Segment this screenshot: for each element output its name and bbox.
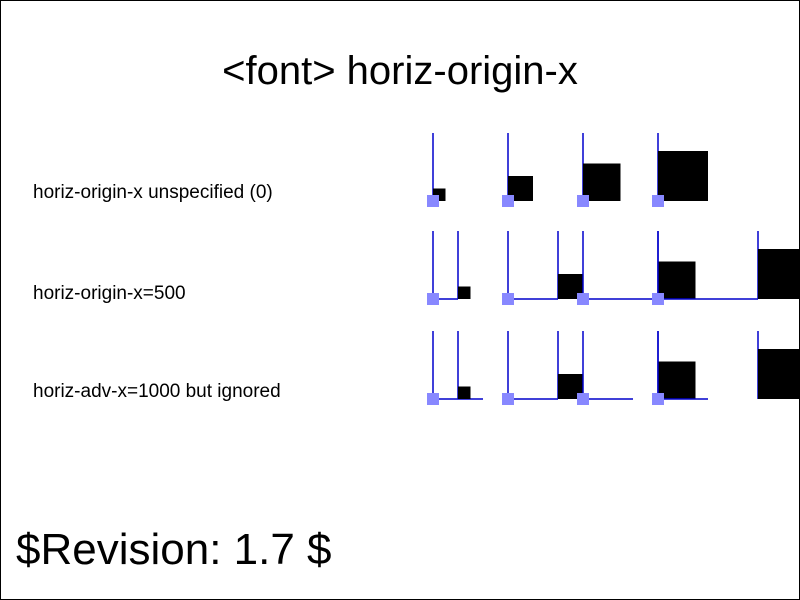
origin-marker — [502, 393, 514, 405]
row-label-origin-500: horiz-origin-x=500 — [33, 283, 186, 304]
page-title: <font> horiz-origin-x — [222, 49, 578, 93]
row-label-origin-unspecified: horiz-origin-x unspecified (0) — [33, 182, 273, 203]
origin-marker — [427, 293, 439, 305]
origin-marker — [502, 195, 514, 207]
origin-marker — [577, 195, 589, 207]
glyph-box — [658, 151, 708, 201]
origin-marker — [652, 393, 664, 405]
glyph-box — [583, 163, 621, 201]
origin-marker — [652, 195, 664, 207]
glyph-box — [758, 249, 800, 299]
row-label-adv-ignored: horiz-adv-x=1000 but ignored — [33, 381, 281, 402]
revision-text: $Revision: 1.7 $ — [16, 525, 332, 574]
glyph-box — [458, 286, 471, 299]
origin-marker — [502, 293, 514, 305]
glyph-box — [658, 361, 696, 399]
origin-marker — [577, 293, 589, 305]
glyph-box — [458, 386, 471, 399]
origin-marker — [577, 393, 589, 405]
glyph-box — [658, 261, 696, 299]
glyph-box — [758, 349, 800, 399]
origin-marker — [427, 195, 439, 207]
origin-marker — [427, 393, 439, 405]
origin-marker — [652, 293, 664, 305]
